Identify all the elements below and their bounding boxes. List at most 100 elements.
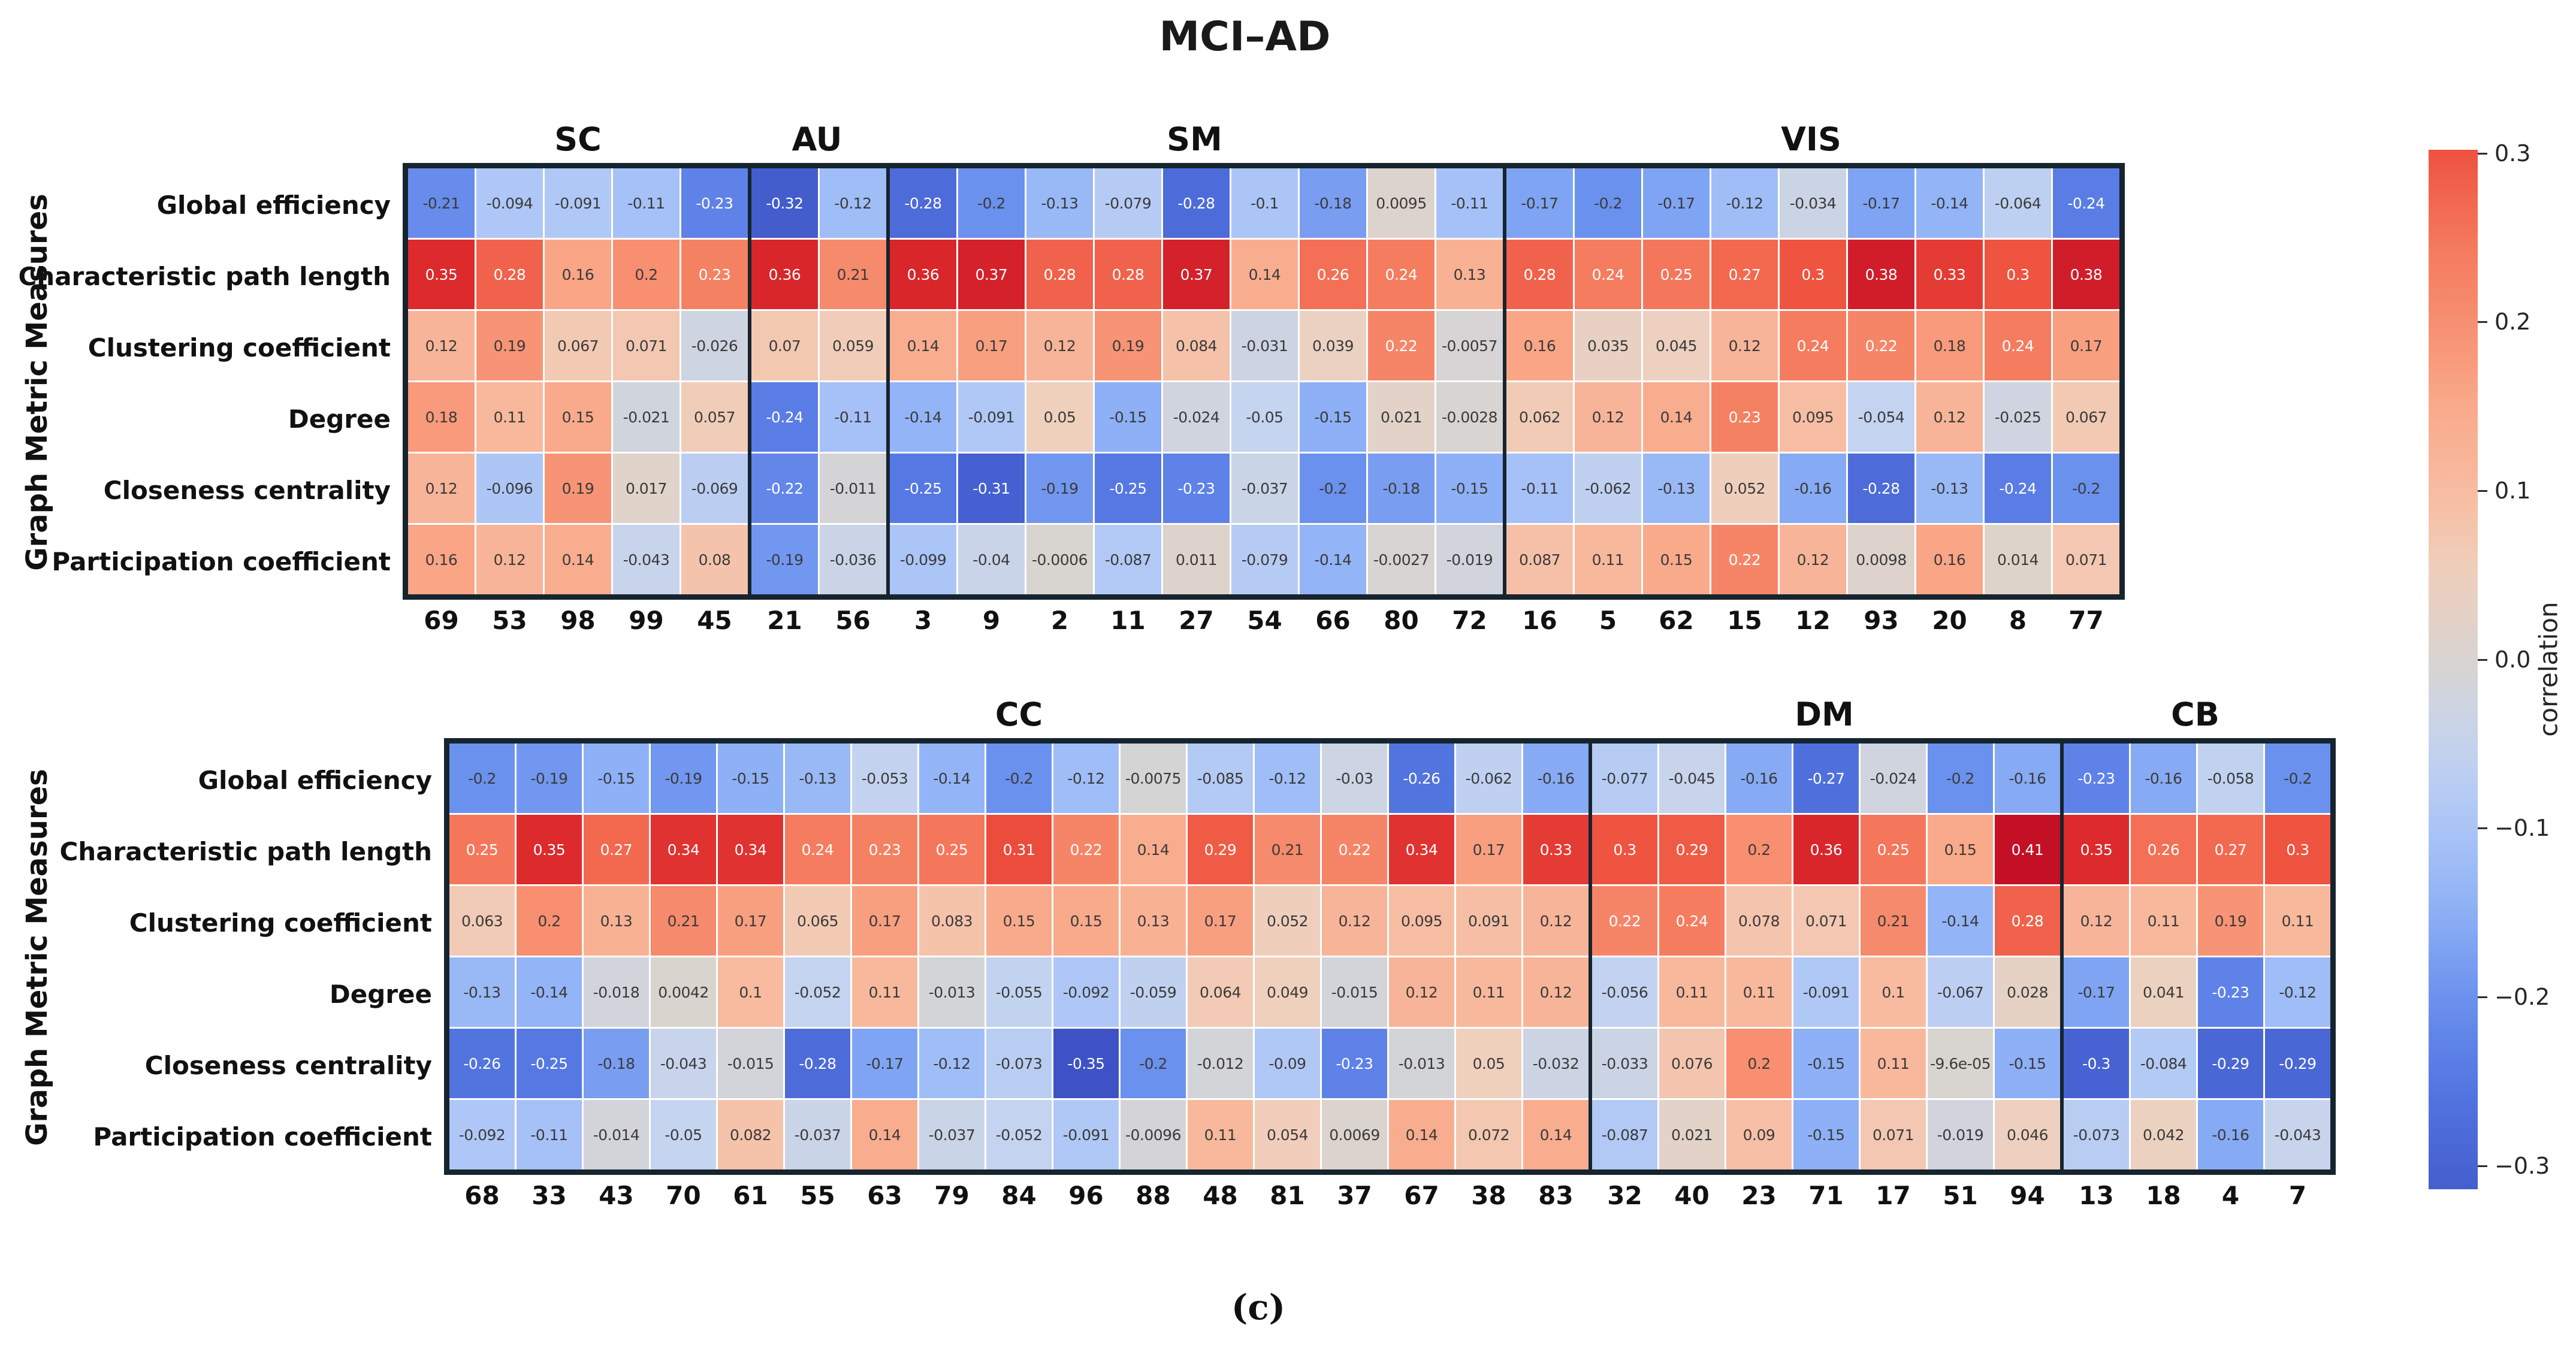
heatmap-cell: -0.096 xyxy=(476,454,543,523)
heatmap-cell: -0.16 xyxy=(1780,454,1846,523)
column-tick-row: 68 33 43 70 61 55 63 79 84 96 88 48 81 37 67 38 83 32 40 23… xyxy=(444,1181,2336,1210)
column-ticks-VIS: 16 5 62 15 12 93 20 8 77 xyxy=(1506,606,2119,635)
group-header-CB: CB xyxy=(2171,696,2219,733)
heatmap-cell: -0.16 xyxy=(2131,744,2196,813)
heatmap-cell: 0.28 xyxy=(1095,240,1161,309)
heatmap-cell: 0.3 xyxy=(1780,240,1846,309)
heatmap-cell: 0.34 xyxy=(1389,815,1454,884)
heatmap-cell: -0.2 xyxy=(1575,168,1641,238)
column-tick-label: 16 xyxy=(1522,606,1557,635)
heatmap-cell: 0.19 xyxy=(1095,311,1161,380)
heatmap-cell: 0.14 xyxy=(1643,382,1710,452)
heatmap-panel-bottom: CC DM CB -0.2 -0.19 -0.15 -0.19 -0.15 -0.13 -0.05… xyxy=(444,694,2336,1210)
heatmap-cell: -0.21 xyxy=(408,168,475,238)
heatmap-cell: -0.19 xyxy=(517,744,582,813)
heatmap-cell: 0.049 xyxy=(1255,957,1320,1027)
heatmap-cell: 0.05 xyxy=(1026,382,1093,452)
heatmap-cell: -0.024 xyxy=(1163,382,1230,452)
column-tick-label: 67 xyxy=(1404,1181,1439,1210)
heatmap-cell: 0.38 xyxy=(1848,240,1914,309)
heatmap-cell: -0.3 xyxy=(2064,1029,2129,1098)
heatmap-cell: -0.19 xyxy=(751,525,818,594)
heatmap-cell: -0.25 xyxy=(517,1029,582,1098)
heatmap-cell: 0.34 xyxy=(651,815,716,884)
heatmap-cell: 0.37 xyxy=(1163,240,1230,309)
chart-title: MCI–AD xyxy=(1159,13,1331,61)
heatmap-cell: -0.026 xyxy=(681,311,748,380)
heatmap-cell: 0.25 xyxy=(449,815,515,884)
heatmap-cell: -0.2 xyxy=(2053,454,2119,523)
heatmap-cell: -0.092 xyxy=(1053,957,1119,1027)
heatmap-cell: 0.22 xyxy=(1322,815,1387,884)
heatmap-cell: -0.062 xyxy=(1456,744,1521,813)
heatmap-cell: -0.15 xyxy=(1793,1100,1859,1169)
heatmap-cell: 0.11 xyxy=(2131,886,2196,956)
heatmap-cell: 0.3 xyxy=(2265,815,2330,884)
heatmap-cell: -0.18 xyxy=(1368,454,1435,523)
heatmap-cell: 0.16 xyxy=(1916,525,1983,594)
heatmap-cell: 0.078 xyxy=(1726,886,1792,956)
heatmap-cell: 0.37 xyxy=(958,240,1025,309)
heatmap-cell: 0.011 xyxy=(1163,525,1230,594)
heatmap-cell: -0.092 xyxy=(449,1100,515,1169)
heatmap-cell: -0.0006 xyxy=(1026,525,1093,594)
heatmap-cell: -0.12 xyxy=(1255,744,1320,813)
colorbar-tick-label: 0.2 xyxy=(2495,309,2531,336)
column-tick-label: 98 xyxy=(560,606,596,635)
heatmap-cell: 0.14 xyxy=(545,525,611,594)
heatmap-cell: -0.0027 xyxy=(1368,525,1435,594)
heatmap-cell: 0.1 xyxy=(1861,957,1926,1027)
heatmap-cell: 0.2 xyxy=(1726,1029,1792,1098)
heatmap-cell: -0.15 xyxy=(1300,382,1366,452)
heatmap-cell: 0.095 xyxy=(1780,382,1846,452)
heatmap-cell: 0.22 xyxy=(1711,525,1778,594)
column-ticks-CB: 13 18 4 7 xyxy=(2064,1181,2330,1210)
heatmap-cell: -0.18 xyxy=(1300,168,1366,238)
heatmap-cell: 0.11 xyxy=(2265,886,2330,956)
row-labels-bottom: Global efficiency Characteristic path len… xyxy=(0,745,432,1172)
heatmap-cell: 0.039 xyxy=(1300,311,1366,380)
heatmap-cell: -0.14 xyxy=(1916,168,1983,238)
heatmap-cell: 0.12 xyxy=(1322,886,1387,956)
column-tick-label: 7 xyxy=(2288,1181,2307,1210)
heatmap-cell: -0.19 xyxy=(651,744,716,813)
column-tick-label: 51 xyxy=(1943,1181,1978,1210)
colorbar-tick-label: 0.3 xyxy=(2495,140,2531,167)
heatmap-cell: -0.15 xyxy=(718,744,783,813)
heatmap-cell: 0.12 xyxy=(408,311,475,380)
heatmap-cell: -0.17 xyxy=(1848,168,1914,238)
heatmap-cell: -0.091 xyxy=(545,168,611,238)
heatmap-cell: -0.087 xyxy=(1592,1100,1657,1169)
column-tick-label: 3 xyxy=(914,606,932,635)
heatmap-cell: 0.28 xyxy=(1026,240,1093,309)
heatmap-cell: -0.26 xyxy=(449,1029,515,1098)
heatmap-cell: -0.091 xyxy=(1053,1100,1119,1169)
heatmap-cell: 0.071 xyxy=(613,311,680,380)
column-tick-label: 96 xyxy=(1068,1181,1104,1210)
heatmap-cell: -0.079 xyxy=(1231,525,1298,594)
heatmap-cell: 0.28 xyxy=(1506,240,1573,309)
heatmap-cell: 0.15 xyxy=(1928,815,1993,884)
heatmap-cell: 0.28 xyxy=(1995,886,2060,956)
row-label: Closeness centrality xyxy=(144,1051,432,1080)
heatmap-cell: -0.05 xyxy=(1231,382,1298,452)
heatmap-cell: 0.0098 xyxy=(1848,525,1914,594)
heatmap-cell: 0.22 xyxy=(1053,815,1119,884)
heatmap-cell: -0.15 xyxy=(1095,382,1161,452)
heatmap-cell: -0.13 xyxy=(449,957,515,1027)
heatmap-group-SC: -0.21 -0.094 -0.091 -0.11 -0.23 0.35 0.28 0.16 0… xyxy=(408,168,748,594)
heatmap-cell: -0.29 xyxy=(2265,1029,2330,1098)
column-tick-label: 70 xyxy=(666,1181,701,1210)
heatmap-box: -0.2 -0.19 -0.15 -0.19 -0.15 -0.13 -0.053 -0.14… xyxy=(444,738,2336,1175)
heatmap-cell: -0.024 xyxy=(1861,744,1926,813)
heatmap-cell: 0.2 xyxy=(517,886,582,956)
column-tick-label: 5 xyxy=(1599,606,1617,635)
heatmap-cell: 0.072 xyxy=(1456,1100,1521,1169)
heatmap-cell: 0.19 xyxy=(545,454,611,523)
heatmap-cell: -0.17 xyxy=(2064,957,2129,1027)
colorbar-axis-label: correlation xyxy=(2533,602,2563,737)
heatmap-cell: -0.28 xyxy=(1848,454,1914,523)
heatmap-cell: 0.12 xyxy=(1711,311,1778,380)
heatmap-cell: -0.037 xyxy=(919,1100,985,1169)
row-labels-top: Global efficiency Characteristic path len… xyxy=(0,170,391,597)
